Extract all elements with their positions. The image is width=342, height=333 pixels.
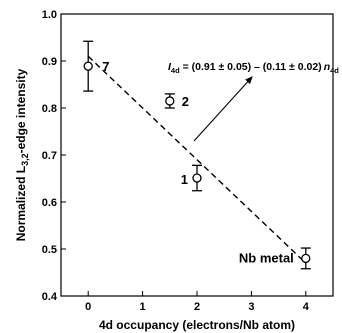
point-marker — [83, 61, 93, 71]
data-point: 7 — [83, 40, 109, 92]
point-label: Nb metal — [239, 250, 294, 265]
data-point: Nb metal — [239, 247, 311, 270]
data-point: 2 — [164, 93, 189, 109]
y-tick-label: 0.8 — [42, 103, 57, 115]
y-tick-label: 0.7 — [42, 150, 57, 162]
point-marker — [301, 253, 311, 264]
data-point: 1 — [181, 164, 202, 192]
y-axis-ticks: 0.4 0.5 0.6 0.7 0.8 0.9 1.0 — [42, 9, 66, 303]
y-axis-label: Normalized L3,2-edge intensity — [14, 68, 30, 241]
annotation-arrow — [193, 76, 253, 142]
data-points: 7 2 1 Nb metal — [83, 40, 311, 270]
y-tick-label: 0.4 — [42, 291, 58, 303]
point-marker — [165, 96, 175, 106]
y-tick-label: 1.0 — [42, 9, 57, 21]
fit-equation: I4d = (0.91 ± 0.05) – (0.11 ± 0.02) n4d — [168, 61, 339, 75]
y-tick-label: 0.6 — [42, 197, 57, 209]
x-tick-label: 4 — [303, 301, 310, 313]
point-label: 7 — [102, 59, 109, 74]
x-axis-ticks: 0 1 2 3 4 — [85, 291, 310, 313]
fit-line — [87, 55, 307, 264]
x-tick-label: 3 — [248, 301, 254, 313]
point-label: 2 — [182, 94, 189, 109]
x-tick-label: 0 — [85, 301, 91, 313]
y-tick-label: 0.5 — [42, 244, 57, 256]
point-label: 1 — [181, 172, 188, 187]
x-tick-label: 2 — [194, 301, 200, 313]
x-axis-label: 4d occupancy (electrons/Nb atom) — [99, 318, 295, 332]
point-marker — [192, 173, 202, 183]
y-tick-label: 0.9 — [42, 56, 57, 68]
x-tick-label: 1 — [140, 301, 146, 313]
